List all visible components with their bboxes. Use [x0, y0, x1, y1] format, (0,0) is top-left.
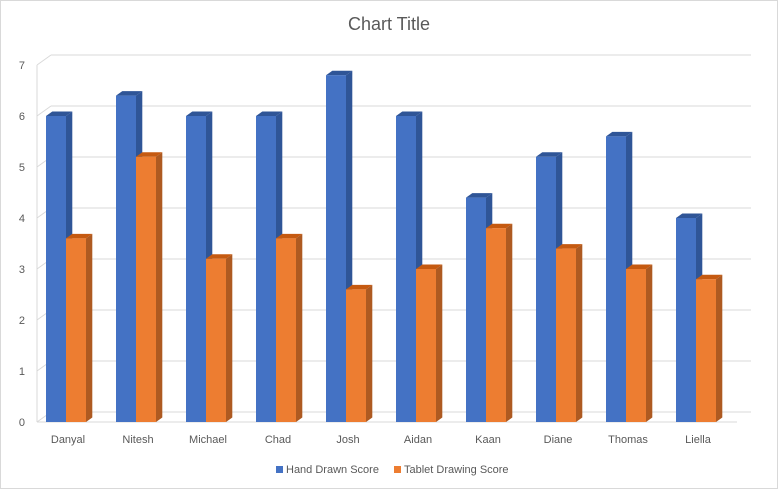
bar-front	[606, 136, 626, 422]
bar-top	[416, 264, 443, 269]
legend-swatch-tablet	[394, 466, 401, 473]
bar-side	[716, 274, 723, 422]
x-tick-label: Liella	[685, 434, 712, 446]
gridline-6	[36, 105, 52, 117]
legend-swatch-hand-drawn	[276, 466, 283, 473]
bar-top	[536, 152, 563, 157]
y-tick-label: 2	[19, 315, 25, 327]
y-tick-label: 5	[19, 162, 25, 174]
x-tick-label: Aidan	[404, 434, 432, 446]
x-tick-label: Danyal	[51, 434, 85, 446]
bar-front	[556, 248, 576, 422]
bar-side	[646, 264, 653, 422]
y-tick-label: 0	[19, 417, 25, 429]
plot-bars	[46, 70, 723, 423]
bar-front	[276, 238, 296, 422]
bar-top	[326, 70, 353, 76]
bar-side	[436, 264, 443, 422]
y-tick-label: 1	[19, 366, 25, 378]
bar-top	[116, 91, 143, 96]
y-tick-label: 4	[19, 213, 25, 225]
bar-front	[326, 75, 346, 422]
bar-side	[86, 233, 93, 422]
bar-top	[206, 254, 233, 259]
bar-tablet-chad	[276, 233, 303, 422]
bar-front	[696, 279, 716, 422]
bar-front	[46, 116, 66, 422]
bar-top	[486, 223, 513, 229]
gridline-7	[36, 54, 52, 66]
bar-top	[256, 111, 283, 116]
chart-title: Chart Title	[348, 14, 430, 34]
legend-label-tablet: Tablet Drawing Score	[404, 464, 509, 476]
bar-top	[186, 111, 213, 116]
x-tick-label: Josh	[336, 434, 359, 446]
bar-front	[486, 228, 506, 422]
x-tick-label: Michael	[189, 434, 227, 446]
x-tick-label: Thomas	[608, 434, 648, 446]
legend: Hand Drawn Score Tablet Drawing Score	[276, 464, 509, 476]
bar-tablet-danyal	[66, 233, 93, 422]
x-tick-label: Chad	[265, 434, 291, 446]
bar-tablet-diane	[556, 244, 583, 422]
bar-side	[576, 244, 583, 422]
x-tick-label: Nitesh	[122, 434, 153, 446]
bar-top	[556, 244, 583, 249]
bar-tablet-nitesh	[136, 152, 163, 423]
bar-front	[416, 269, 436, 422]
bar-front	[466, 197, 486, 422]
y-tick-label: 3	[19, 264, 25, 276]
y-tick-label: 6	[19, 111, 25, 123]
legend-label-hand-drawn: Hand Drawn Score	[286, 464, 379, 476]
bar-tablet-kaan	[486, 223, 513, 422]
bar-side	[296, 233, 303, 422]
bar-tablet-liella	[696, 274, 723, 422]
bar-tablet-josh	[346, 284, 373, 422]
bar-side	[156, 152, 163, 423]
bar-front	[66, 238, 86, 422]
bar-top	[676, 213, 703, 218]
bar-front	[206, 258, 226, 422]
bar-front	[536, 156, 556, 423]
bar-tablet-thomas	[626, 264, 653, 422]
x-tick-label: Diane	[544, 434, 573, 446]
y-tick-label: 7	[19, 60, 25, 72]
bar-tablet-michael	[206, 254, 233, 422]
bar-side	[506, 223, 513, 422]
y-axis: 0 1 2 3 4 5 6 7	[19, 60, 25, 429]
x-tick-label: Kaan	[475, 434, 501, 446]
bar-side	[366, 284, 373, 422]
bar-top	[136, 152, 163, 157]
bar-top	[66, 233, 93, 239]
bar-top	[466, 193, 493, 198]
bar-top	[276, 233, 303, 239]
x-axis: Danyal Nitesh Michael Chad Josh Aidan Kaan Dian…	[51, 434, 712, 446]
bar-top	[46, 111, 73, 116]
bar-top	[626, 264, 653, 269]
bar-front	[256, 116, 276, 422]
bar-front	[676, 218, 696, 422]
bar-front	[186, 116, 206, 422]
bar-top	[606, 131, 633, 137]
bar-front	[136, 156, 156, 423]
bar-front	[626, 269, 646, 422]
bar-tablet-aidan	[416, 264, 443, 422]
bar-top	[696, 274, 723, 280]
bar-front	[396, 116, 416, 422]
bar-side	[226, 254, 233, 422]
bar-front	[346, 289, 366, 422]
bar-top	[396, 111, 423, 116]
bar-front	[116, 95, 136, 422]
bar-top	[346, 284, 373, 290]
